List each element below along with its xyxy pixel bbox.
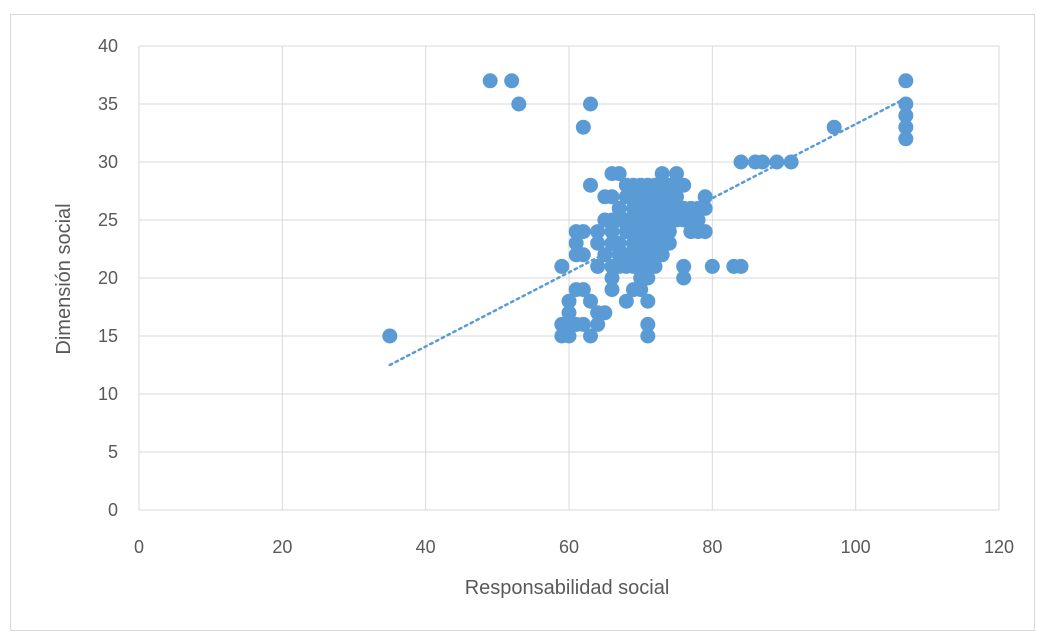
data-point [568, 235, 584, 251]
data-point [640, 270, 656, 286]
data-point [597, 247, 613, 263]
x-tick-label: 100 [841, 537, 871, 557]
data-point [769, 154, 785, 170]
data-point [590, 224, 606, 240]
data-point [590, 258, 606, 274]
data-point [604, 270, 620, 286]
data-point [898, 96, 914, 112]
x-tick-label: 80 [702, 537, 722, 557]
data-point [511, 96, 527, 112]
x-tick-label: 120 [984, 537, 1014, 557]
data-point [633, 282, 649, 298]
data-point [640, 328, 656, 344]
data-point [783, 154, 799, 170]
data-point [654, 166, 670, 182]
data-point [590, 316, 606, 332]
data-point [704, 258, 720, 274]
y-tick-label: 25 [98, 210, 118, 230]
data-point [898, 131, 914, 147]
data-point [661, 224, 677, 240]
y-tick-label: 5 [108, 442, 118, 462]
y-axis-title: Dimensión social [53, 203, 75, 354]
chart-area [10, 14, 1035, 631]
data-point [561, 328, 577, 344]
gridlines [138, 45, 1000, 511]
x-tick-label: 40 [416, 537, 436, 557]
x-tick-label: 0 [134, 537, 144, 557]
y-tick-label: 15 [98, 326, 118, 346]
data-point [561, 293, 577, 309]
y-tick-label: 40 [98, 36, 118, 56]
data-point [898, 119, 914, 135]
data-point [697, 189, 713, 205]
data-point [640, 293, 656, 309]
trendline-layer [388, 96, 908, 367]
data-point [661, 235, 677, 251]
data-point [898, 73, 914, 89]
trendline [388, 96, 908, 367]
y-tick-label: 30 [98, 152, 118, 172]
data-point [697, 200, 713, 216]
y-tick-label: 35 [98, 94, 118, 114]
data-point [755, 154, 770, 170]
data-point [676, 177, 692, 193]
data-point [583, 293, 598, 309]
data-point [583, 96, 598, 112]
y-tick-label: 10 [98, 384, 118, 404]
data-point [611, 235, 627, 251]
data-point [568, 316, 584, 332]
data-point [640, 316, 656, 332]
data-point [504, 73, 520, 89]
y-tick-label: 0 [108, 500, 118, 520]
data-point [733, 154, 749, 170]
data-point [575, 224, 591, 240]
data-point [575, 119, 591, 135]
data-point [618, 293, 634, 309]
data-point [583, 328, 598, 344]
x-axis-title: Responsabilidad social [465, 577, 670, 599]
data-point [898, 108, 914, 124]
data-point [575, 247, 591, 263]
data-point [697, 224, 713, 240]
data-point [647, 258, 663, 274]
data-point [604, 282, 620, 298]
data-point [611, 200, 627, 216]
data-point [583, 177, 598, 193]
data-point [669, 166, 684, 182]
data-point [590, 235, 606, 251]
data-point [597, 305, 613, 321]
x-tick-label: 60 [559, 537, 579, 557]
data-point [482, 73, 498, 89]
y-tick-label: 20 [98, 268, 118, 288]
data-points [382, 73, 914, 344]
data-point [676, 258, 692, 274]
data-point [676, 270, 692, 286]
data-point [611, 166, 627, 182]
data-point [382, 328, 398, 344]
data-point [690, 212, 706, 228]
x-tick-label: 20 [272, 537, 292, 557]
data-point [669, 189, 684, 205]
data-point [654, 247, 670, 263]
data-point [733, 258, 749, 274]
data-point [604, 189, 620, 205]
x-axis-ticks: 0 20 40 60 80 100 120 [134, 537, 1014, 557]
data-point [561, 305, 577, 321]
data-point [575, 282, 591, 298]
data-point [554, 258, 570, 274]
data-point [604, 224, 620, 240]
y-axis-ticks: 0 5 10 15 20 25 30 35 40 [98, 36, 118, 520]
data-point [826, 119, 842, 135]
